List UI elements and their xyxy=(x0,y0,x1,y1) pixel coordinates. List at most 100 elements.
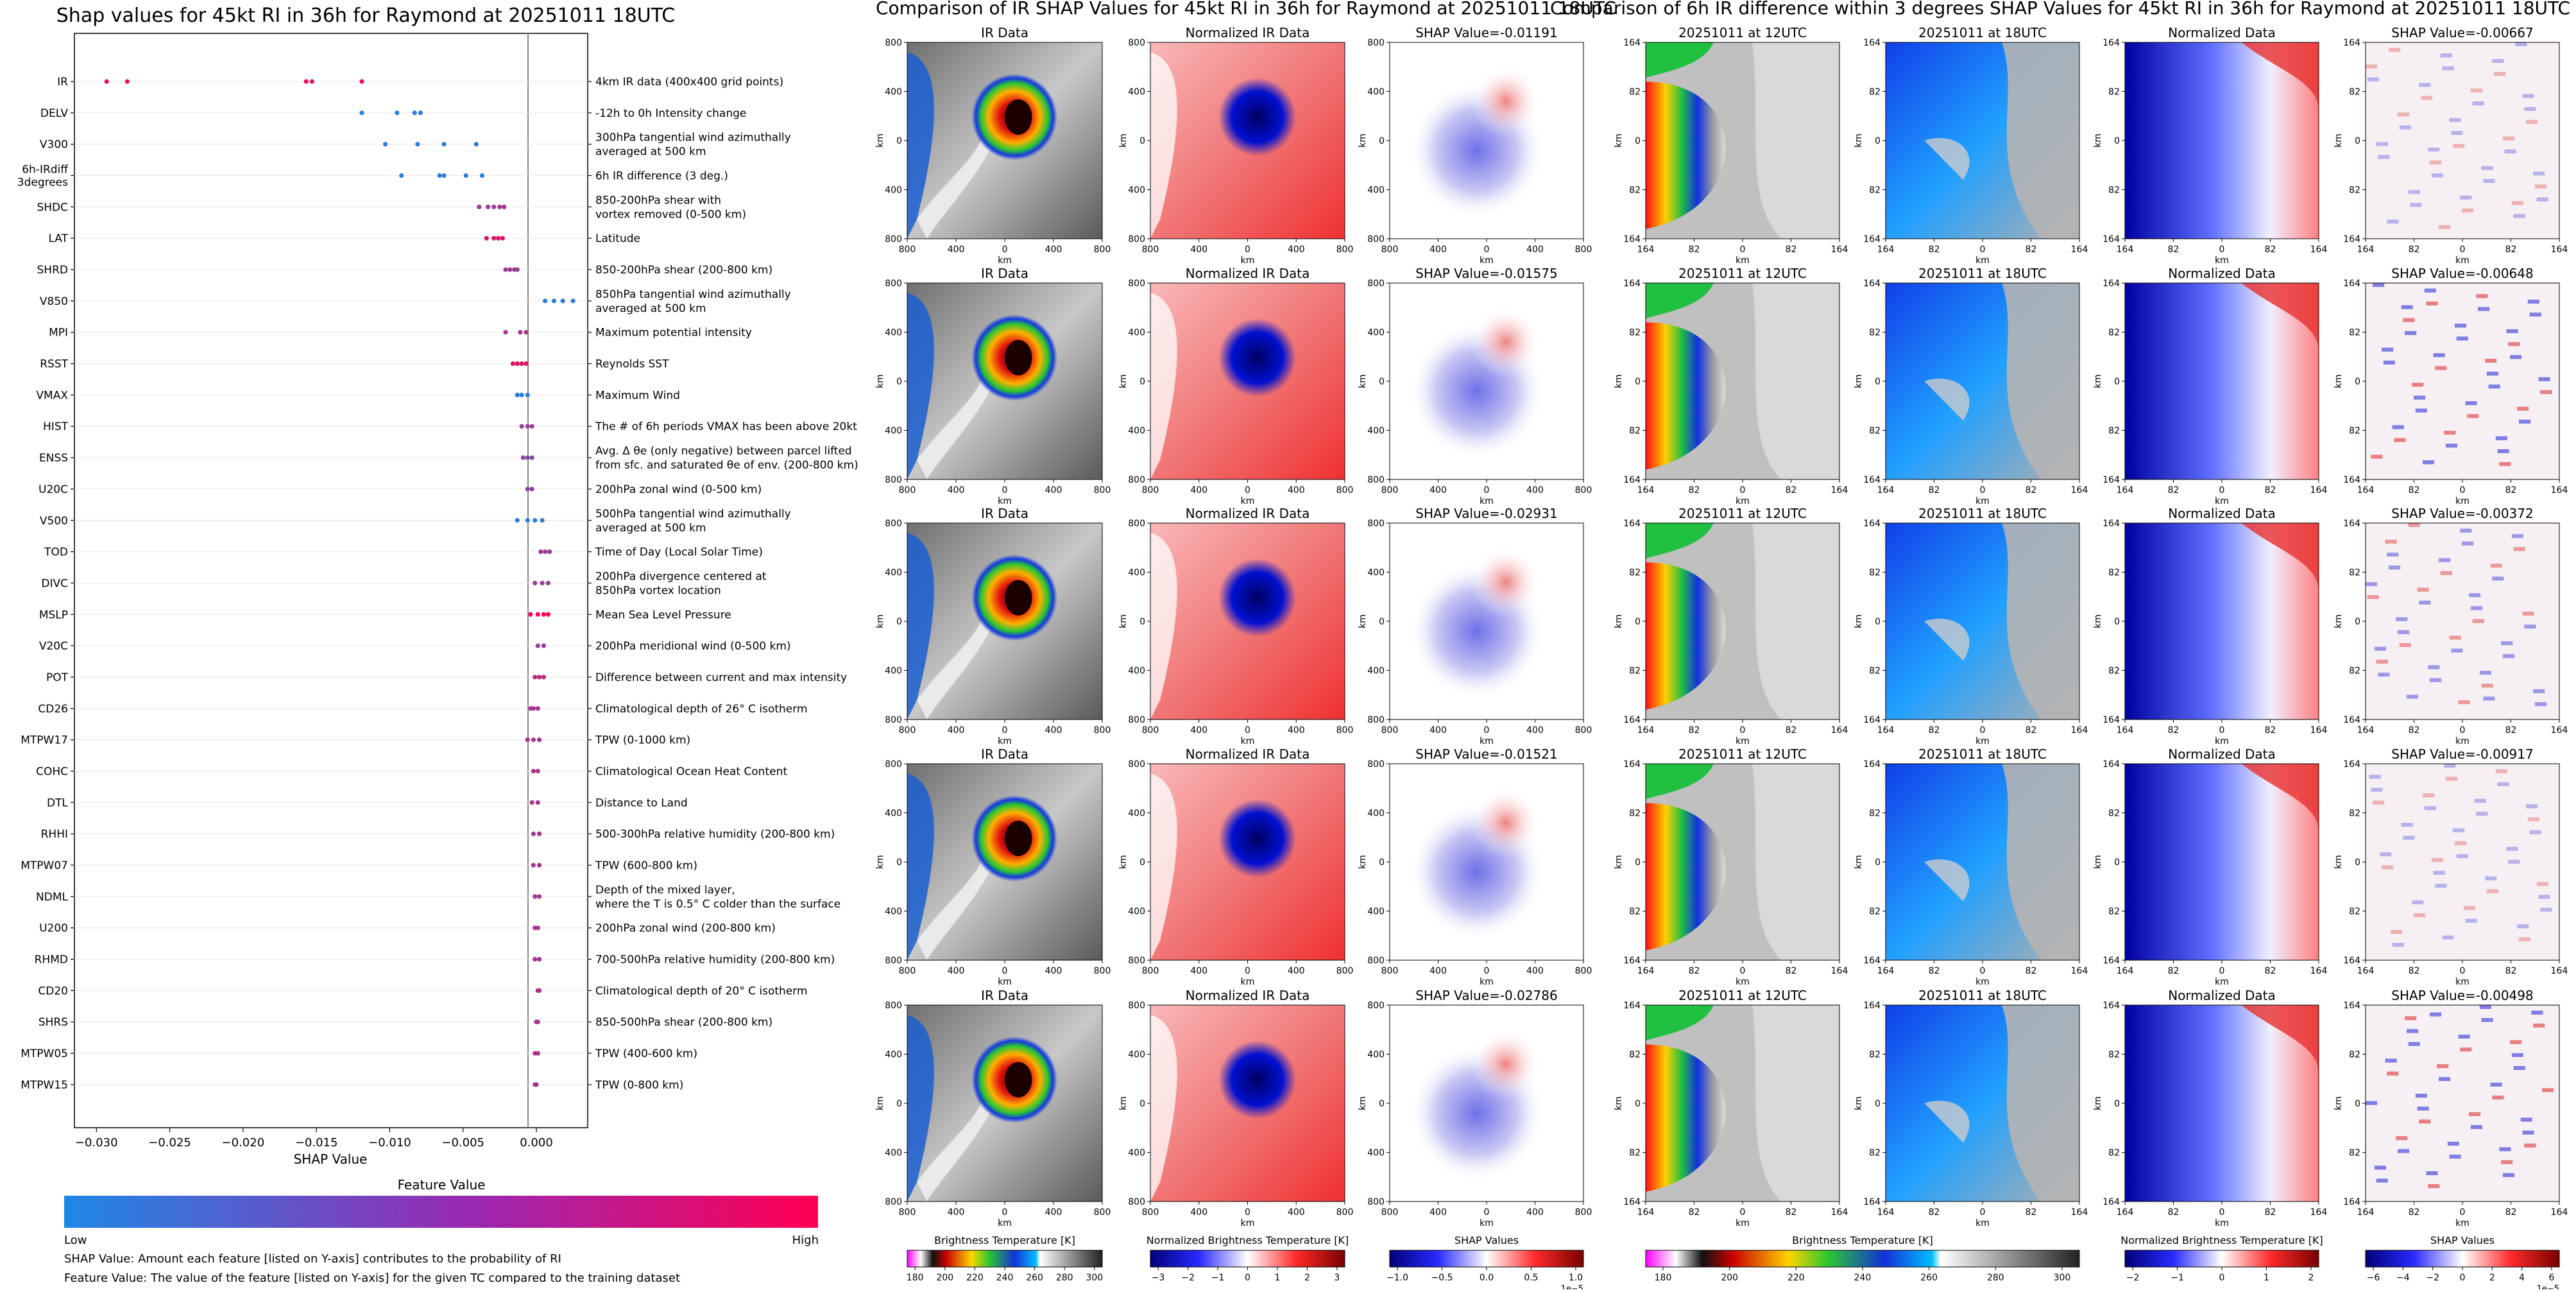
shap-point xyxy=(541,675,547,680)
colorbar-tick-label: 2 xyxy=(1304,1273,1310,1283)
x-axis-label: km xyxy=(2455,977,2469,987)
shap-point xyxy=(525,518,530,523)
y-tick-label: 164 xyxy=(2103,715,2120,725)
x-tick-label: 82 xyxy=(2409,1207,2420,1218)
y-tick-label: 400 xyxy=(1128,185,1145,196)
y-tick-label: 164 xyxy=(1623,1197,1641,1207)
y-axis-label: km xyxy=(1358,614,1368,628)
y-tick-label: 82 xyxy=(2349,1148,2360,1158)
shap-point xyxy=(437,173,442,178)
y-tick-label: 82 xyxy=(1869,426,1881,436)
shap-point xyxy=(473,142,479,147)
shap-point xyxy=(500,236,506,241)
x-tick-label: 800 xyxy=(1336,485,1354,495)
subplot-title: 20251011 at 18UTC xyxy=(1918,25,2047,40)
shap-point xyxy=(525,487,530,492)
y-tick-label: 164 xyxy=(1623,38,1641,48)
x-axis-label: km xyxy=(1736,255,1750,266)
x-tick-label: 800 xyxy=(899,725,916,736)
x-tick-label: 0 xyxy=(1740,966,1746,976)
y-axis-label: km xyxy=(2333,614,2344,628)
x-axis-label: km xyxy=(2455,1218,2469,1228)
y-tick-label: 800 xyxy=(1367,715,1385,725)
x-axis-label: km xyxy=(1736,977,1750,987)
x-tick-label: 800 xyxy=(1336,725,1354,736)
ir-image xyxy=(907,1004,1103,1202)
feature-description: TPW (400-600 km) xyxy=(595,1047,697,1060)
colorbar xyxy=(1389,1250,1584,1268)
shap-point xyxy=(524,330,529,335)
shap-point xyxy=(479,173,485,178)
subplot-title: IR Data xyxy=(981,266,1028,281)
subplot-title: Normalized IR Data xyxy=(1186,506,1310,521)
x-axis-label: km xyxy=(1975,1218,1990,1228)
feature-label: TOD xyxy=(44,546,68,559)
colorbar-tick-label: 0 xyxy=(2460,1273,2466,1283)
x-tick-label: 800 xyxy=(1575,485,1592,495)
ir-panel-title: Comparison of IR SHAP Values for 45kt RI… xyxy=(876,0,1616,19)
x-tick-label: 400 xyxy=(1429,485,1447,495)
colorbar-label: SHAP Values xyxy=(1454,1234,1519,1246)
y-tick-label: 800 xyxy=(1367,956,1385,966)
subplot-title: 20251011 at 12UTC xyxy=(1678,746,1807,762)
y-tick-label: 82 xyxy=(2108,1148,2120,1158)
feature-label: RHMD xyxy=(35,954,68,967)
y-axis-label: km xyxy=(1854,134,1864,148)
x-tick-label: 0 xyxy=(1980,245,1986,255)
y-tick-label: 82 xyxy=(2349,185,2360,196)
y-axis-label: km xyxy=(1854,1096,1864,1110)
x-axis-label: km xyxy=(998,736,1012,746)
y-tick-label: 0 xyxy=(2114,617,2120,627)
y-tick-label: 164 xyxy=(2103,279,2120,289)
x-tick-label: 164 xyxy=(2117,485,2134,495)
y-tick-label: 82 xyxy=(1629,328,1641,338)
y-tick-label: 400 xyxy=(1128,87,1145,98)
x-tick-label: 400 xyxy=(1288,966,1305,976)
y-tick-label: 82 xyxy=(1869,1148,1881,1158)
shap1-image xyxy=(1389,282,1584,480)
shap-point xyxy=(491,236,497,241)
y-tick-label: 82 xyxy=(1629,87,1641,98)
ir-image xyxy=(907,42,1103,239)
subplot-title: 20251011 at 18UTC xyxy=(1918,266,2047,281)
shap-point xyxy=(535,800,540,805)
feature-description: TPW (600-800 km) xyxy=(595,859,697,872)
feature-label: MTPW05 xyxy=(21,1047,68,1060)
x-tick-label: 164 xyxy=(1831,725,1848,736)
x-tick-label: 0 xyxy=(1484,245,1490,255)
y-tick-label: 400 xyxy=(1367,328,1385,338)
y-tick-label: 0 xyxy=(2355,136,2360,146)
y-tick-label: 164 xyxy=(1863,234,1881,245)
shap-point xyxy=(529,455,534,460)
feature-label: MSLP xyxy=(39,608,68,621)
shap-point xyxy=(536,894,542,899)
y-axis-label: km xyxy=(1854,374,1864,388)
subplot-title: SHAP Value=-0.00372 xyxy=(2391,506,2533,521)
x-axis-label: km xyxy=(2455,736,2469,746)
y-tick-label: 400 xyxy=(885,328,902,338)
y-axis-label: km xyxy=(1118,134,1129,148)
x-tick-label: 164 xyxy=(2357,725,2375,736)
x-axis-label: km xyxy=(998,977,1012,987)
b18-image xyxy=(1885,522,2080,720)
x-axis-label: km xyxy=(2215,1218,2229,1228)
y-tick-label: 0 xyxy=(2114,857,2120,868)
x-tick-label: −0.030 xyxy=(75,1136,118,1150)
shap-point xyxy=(309,79,314,84)
shap-point xyxy=(528,612,533,617)
x-tick-label: 82 xyxy=(2026,725,2037,736)
shap2-image xyxy=(2365,763,2560,961)
subplot-title: 20251011 at 18UTC xyxy=(1918,746,2047,762)
x-tick-label: 164 xyxy=(2117,245,2134,255)
shap-point xyxy=(545,580,550,586)
y-tick-label: 800 xyxy=(1128,234,1145,245)
y-tick-label: 400 xyxy=(1128,568,1145,578)
shap-point xyxy=(535,768,540,774)
y-tick-label: 82 xyxy=(1629,426,1641,436)
subplot-title: SHAP Value=-0.02786 xyxy=(1415,988,1557,1003)
colorbar-tick-label: 0 xyxy=(2219,1273,2225,1283)
x-tick-label: 400 xyxy=(1288,485,1305,495)
y-tick-label: 164 xyxy=(1863,1001,1881,1011)
x-axis-label: km xyxy=(1975,255,1990,266)
x-tick-label: 164 xyxy=(2117,966,2134,976)
